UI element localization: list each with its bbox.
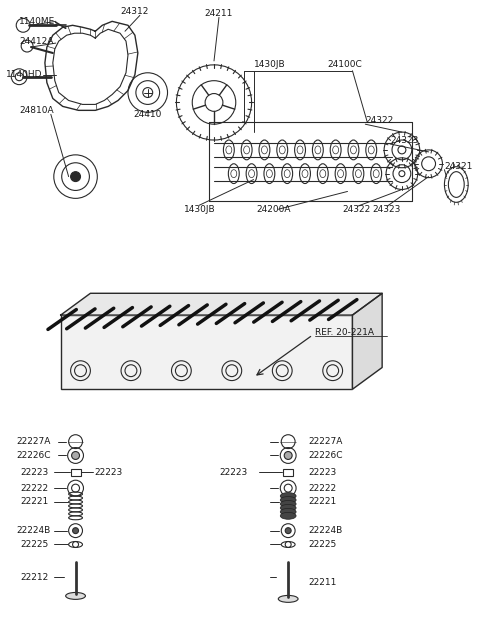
Ellipse shape xyxy=(278,595,298,603)
Ellipse shape xyxy=(280,492,296,499)
Circle shape xyxy=(285,528,291,533)
Circle shape xyxy=(284,451,292,460)
Text: 22223: 22223 xyxy=(95,468,122,477)
Text: 24412A: 24412A xyxy=(19,37,54,46)
Text: 24323: 24323 xyxy=(390,135,419,144)
Text: 24322: 24322 xyxy=(365,116,394,125)
Text: 22223: 22223 xyxy=(308,468,336,477)
Text: 22211: 22211 xyxy=(308,578,336,587)
Text: 24100C: 24100C xyxy=(328,60,362,69)
Text: 22223: 22223 xyxy=(20,468,48,477)
Text: 24410: 24410 xyxy=(133,110,162,119)
Polygon shape xyxy=(352,294,382,389)
Bar xyxy=(61,315,352,389)
Text: 22222: 22222 xyxy=(308,483,336,493)
Text: 24321: 24321 xyxy=(444,162,473,171)
Text: 22225: 22225 xyxy=(20,540,48,549)
Text: 24211: 24211 xyxy=(204,9,232,18)
Text: 22227A: 22227A xyxy=(308,437,342,446)
Text: 22221: 22221 xyxy=(20,497,48,506)
Ellipse shape xyxy=(66,592,85,599)
Text: 24323: 24323 xyxy=(372,204,401,213)
Polygon shape xyxy=(61,294,382,315)
Text: 24200A: 24200A xyxy=(256,204,291,213)
Text: 22226C: 22226C xyxy=(308,451,342,460)
Ellipse shape xyxy=(280,512,296,519)
Text: 22224B: 22224B xyxy=(308,526,342,535)
Circle shape xyxy=(15,73,23,81)
Text: 22222: 22222 xyxy=(20,483,48,493)
Circle shape xyxy=(72,528,79,533)
Text: 24810A: 24810A xyxy=(19,106,54,115)
Text: 22225: 22225 xyxy=(308,540,336,549)
Circle shape xyxy=(71,172,81,181)
Circle shape xyxy=(72,451,80,460)
Text: 22227A: 22227A xyxy=(16,437,50,446)
Ellipse shape xyxy=(280,508,296,515)
Text: REF. 20-221A: REF. 20-221A xyxy=(315,328,374,337)
Text: 1140HD: 1140HD xyxy=(6,71,43,79)
Text: 24312: 24312 xyxy=(120,7,148,16)
Text: 1430JB: 1430JB xyxy=(184,204,216,213)
Text: 22224B: 22224B xyxy=(16,526,50,535)
Bar xyxy=(71,469,81,476)
Text: 22223: 22223 xyxy=(219,468,247,477)
Ellipse shape xyxy=(280,504,296,512)
Circle shape xyxy=(72,484,80,492)
Circle shape xyxy=(284,484,292,492)
Bar xyxy=(283,469,293,476)
Text: 22226C: 22226C xyxy=(16,451,51,460)
Text: 24322: 24322 xyxy=(343,204,371,213)
Text: 1430JB: 1430JB xyxy=(253,60,285,69)
Ellipse shape xyxy=(280,497,296,503)
Ellipse shape xyxy=(280,501,296,508)
Text: 22212: 22212 xyxy=(20,572,48,581)
Text: 1140ME: 1140ME xyxy=(19,17,55,26)
Text: 22221: 22221 xyxy=(308,497,336,506)
